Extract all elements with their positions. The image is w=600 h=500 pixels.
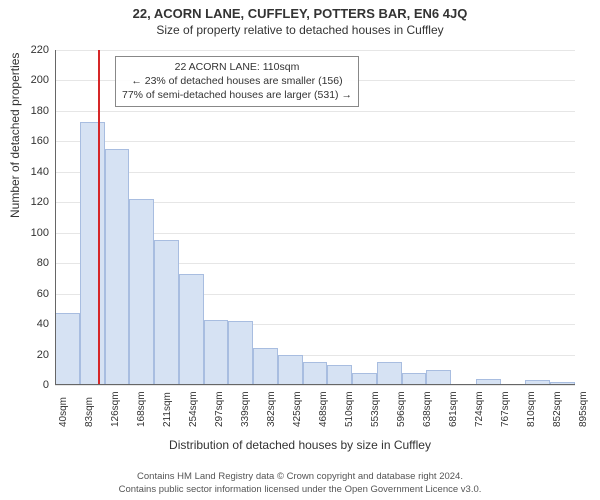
x-axis-label: Distribution of detached houses by size … (0, 438, 600, 452)
x-tick-label: 211sqm (162, 392, 173, 427)
x-axis-line (55, 384, 575, 385)
x-tick-label: 382sqm (266, 391, 277, 427)
x-tick-label: 126sqm (110, 391, 121, 427)
x-tick-label: 767sqm (500, 391, 511, 427)
y-tick-label: 60 (9, 288, 49, 300)
histogram-bar (154, 240, 179, 385)
histogram-bar (228, 321, 253, 385)
property-marker-line (98, 50, 100, 385)
gridline (55, 385, 575, 386)
histogram-bar (426, 370, 451, 385)
histogram-bar (253, 348, 278, 385)
y-tick-label: 20 (9, 349, 49, 361)
x-tick-label: 425sqm (292, 391, 303, 427)
x-tick-label: 83sqm (84, 397, 95, 427)
y-tick-label: 200 (9, 74, 49, 86)
histogram-bar (303, 362, 328, 385)
histogram-bar (80, 122, 105, 385)
annotation-line-property: 22 ACORN LANE: 110sqm (122, 60, 352, 74)
x-tick-label: 681sqm (448, 391, 459, 427)
x-tick-label: 510sqm (344, 391, 355, 427)
x-tick-label: 168sqm (136, 391, 147, 427)
annotation-line-smaller: ← 23% of detached houses are smaller (15… (122, 74, 352, 88)
y-tick-label: 40 (9, 318, 49, 330)
y-tick-label: 120 (9, 196, 49, 208)
chart-title-sub: Size of property relative to detached ho… (0, 21, 600, 37)
x-tick-label: 852sqm (552, 391, 563, 427)
histogram-bar (55, 313, 80, 385)
annotation-box: 22 ACORN LANE: 110sqm← 23% of detached h… (115, 56, 359, 107)
x-tick-label: 724sqm (474, 391, 485, 427)
y-tick-label: 140 (9, 166, 49, 178)
gridline (55, 50, 575, 51)
histogram-bar (179, 274, 204, 385)
x-tick-label: 596sqm (396, 391, 407, 427)
attribution-footer: Contains HM Land Registry data © Crown c… (0, 471, 600, 496)
x-tick-label: 254sqm (188, 391, 199, 427)
chart-container: 22, ACORN LANE, CUFFLEY, POTTERS BAR, EN… (0, 0, 600, 500)
x-tick-label: 895sqm (578, 391, 589, 427)
x-tick-label: 553sqm (370, 391, 381, 427)
annotation-line-larger: 77% of semi-detached houses are larger (… (122, 88, 352, 102)
x-tick-label: 638sqm (422, 391, 433, 427)
x-tick-label: 810sqm (526, 391, 537, 427)
gridline (55, 111, 575, 112)
y-tick-label: 0 (9, 379, 49, 391)
x-tick-label: 40sqm (58, 397, 69, 427)
histogram-bar (204, 320, 229, 385)
x-tick-label: 297sqm (214, 391, 225, 427)
x-tick-label: 339sqm (240, 391, 251, 427)
chart-title-address: 22, ACORN LANE, CUFFLEY, POTTERS BAR, EN… (0, 0, 600, 21)
x-tick-label: 468sqm (318, 391, 329, 427)
y-tick-label: 80 (9, 257, 49, 269)
gridline (55, 141, 575, 142)
footer-line-1: Contains HM Land Registry data © Crown c… (0, 471, 600, 483)
histogram-bar (129, 199, 154, 385)
plot-area: 02040608010012014016018020022040sqm83sqm… (55, 50, 575, 385)
y-tick-label: 160 (9, 135, 49, 147)
gridline (55, 172, 575, 173)
y-axis-line (55, 50, 56, 385)
y-tick-label: 100 (9, 227, 49, 239)
y-tick-label: 180 (9, 105, 49, 117)
histogram-bar (105, 149, 130, 385)
histogram-bar (278, 355, 303, 385)
y-tick-label: 220 (9, 44, 49, 56)
histogram-bar (327, 365, 352, 385)
footer-line-2: Contains public sector information licen… (0, 484, 600, 496)
histogram-bar (377, 362, 402, 385)
